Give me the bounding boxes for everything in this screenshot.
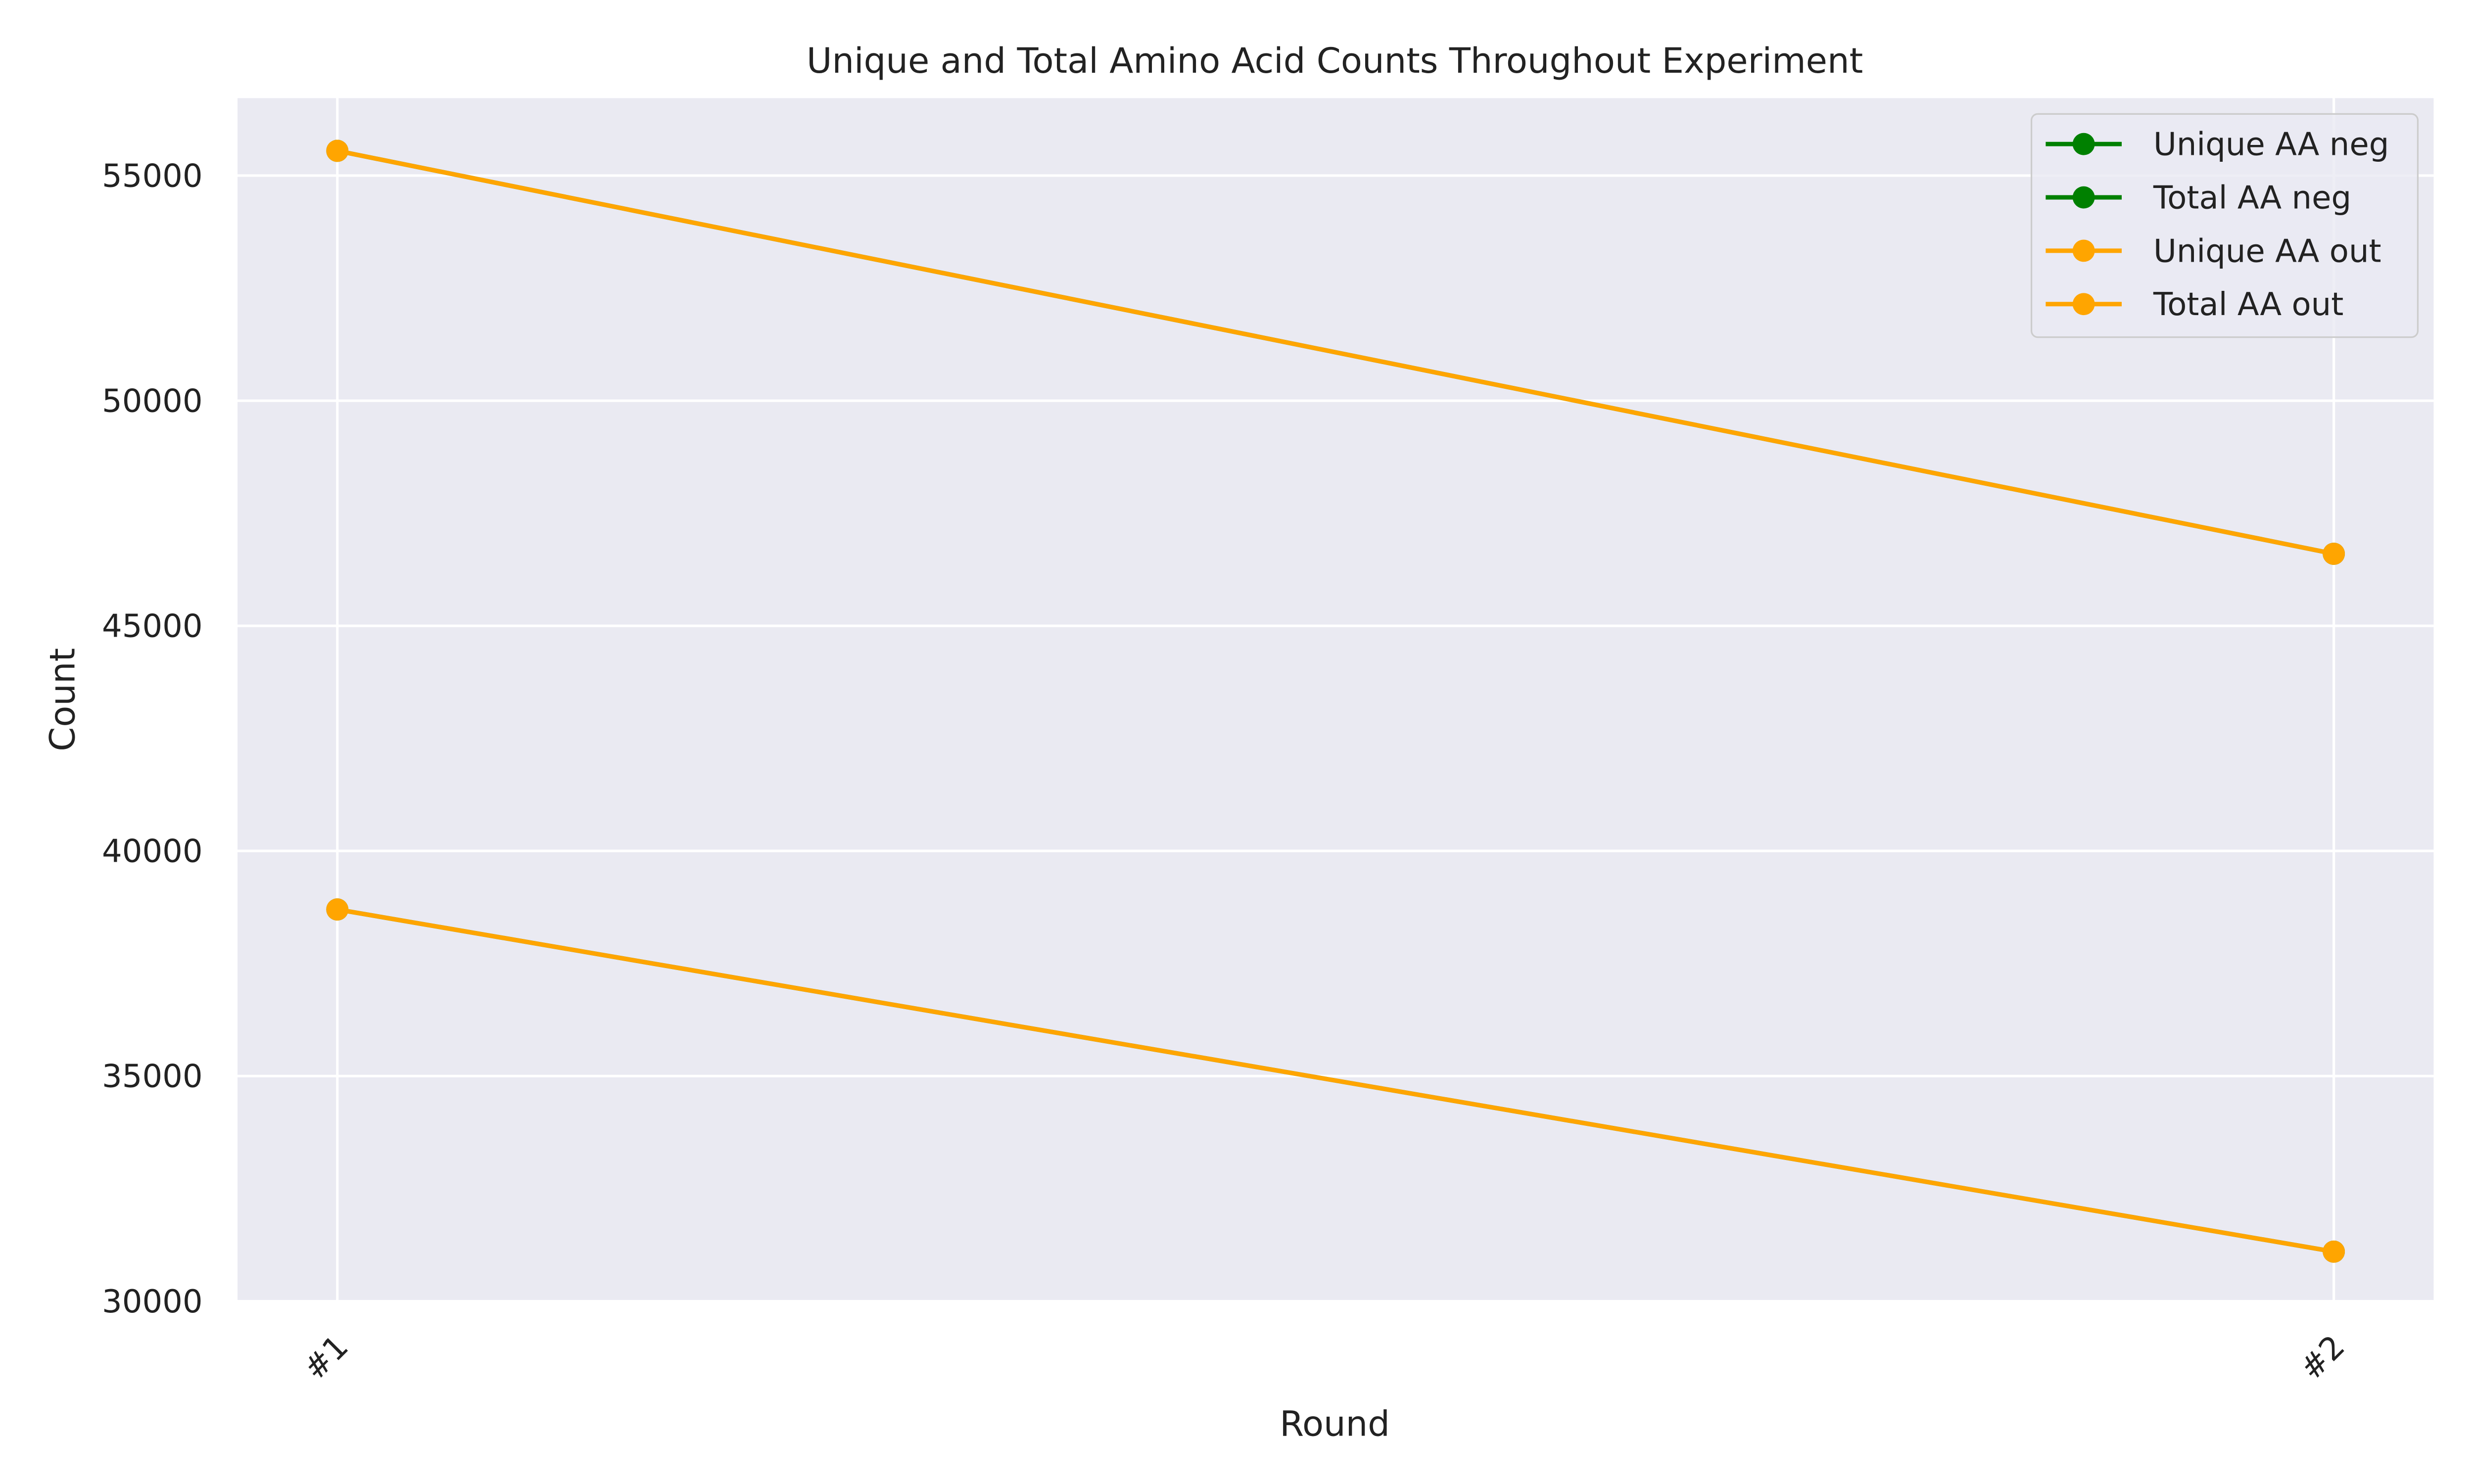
- legend-marker: [2072, 239, 2095, 262]
- series-line: [336, 148, 2334, 556]
- data-point: [2323, 543, 2345, 565]
- legend-label: Unique AA out: [2153, 233, 2381, 270]
- legend-marker: [2072, 186, 2095, 209]
- legend-label: Unique AA neg: [2153, 127, 2389, 163]
- chart-title: Unique and Total Amino Acid Counts Throu…: [807, 41, 1863, 81]
- legend-marker: [2072, 293, 2095, 316]
- series-line: [336, 907, 2334, 1254]
- legend-label: Total AA neg: [2153, 180, 2351, 216]
- y-tick-label: 45000: [102, 608, 203, 645]
- y-tick-label: 30000: [102, 1284, 203, 1320]
- data-point: [326, 139, 349, 162]
- data-point: [2323, 1240, 2345, 1263]
- y-axis-label: Count: [42, 648, 83, 751]
- x-axis-label: Round: [1280, 1403, 1390, 1444]
- x-tick-label: #1: [297, 1328, 356, 1387]
- x-tick-label: #2: [2293, 1328, 2352, 1387]
- y-tick-label: 55000: [102, 158, 203, 194]
- y-tick-label: 50000: [102, 383, 203, 419]
- y-tick-label: 35000: [102, 1059, 203, 1095]
- y-tick-label: 40000: [102, 834, 203, 870]
- legend-marker: [2072, 133, 2095, 155]
- legend-label: Total AA out: [2153, 286, 2343, 323]
- data-point: [326, 898, 349, 921]
- legend-box: [2031, 113, 2419, 338]
